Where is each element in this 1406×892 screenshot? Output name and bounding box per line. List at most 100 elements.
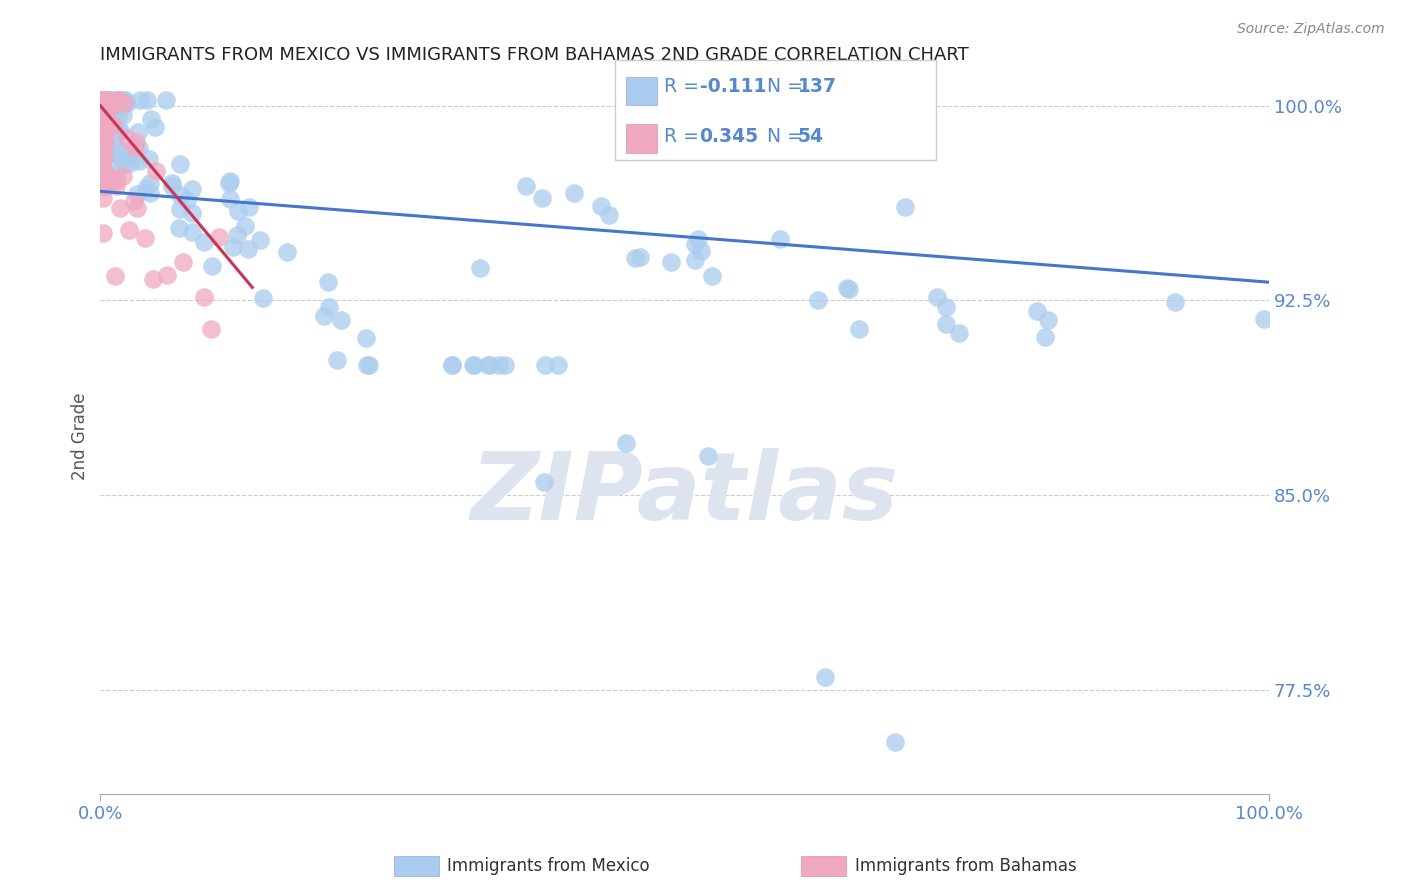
Point (628, 250, 651, 264)
Text: 137: 137 (799, 77, 837, 95)
Point (125, 202, 148, 216)
Text: Immigrants from Mexico: Immigrants from Mexico (447, 857, 650, 875)
Point (105, 172, 128, 186)
Point (100, 145, 122, 160)
Point (208, 230, 231, 244)
Point (562, 186, 585, 200)
Point (623, 252, 645, 266)
Point (97, 104, 120, 119)
Point (118, 222, 141, 236)
Point (114, 94, 136, 108)
Point (515, 178, 537, 193)
Point (598, 208, 620, 222)
Point (111, 108, 134, 122)
Point (93, 130, 115, 145)
Point (107, 94, 129, 108)
Point (193, 290, 215, 304)
Point (226, 204, 249, 219)
Point (589, 199, 612, 213)
Point (97, 122, 120, 136)
Point (354, 331, 377, 345)
Point (440, 358, 463, 372)
Point (90, 94, 112, 108)
Point (94, 119, 117, 133)
Point (117, 95, 139, 110)
Point (103, 174, 125, 188)
Point (101, 94, 124, 108)
Point (91, 191, 114, 205)
Point (111, 144, 134, 158)
Point (91, 149, 114, 163)
Point (124, 135, 146, 149)
Point (117, 131, 139, 145)
Point (93, 150, 115, 164)
Point (96, 178, 118, 193)
Point (90, 117, 112, 131)
Point (110, 94, 132, 108)
Point (167, 220, 190, 235)
Text: N =: N = (768, 77, 808, 95)
Point (172, 254, 194, 268)
Point (112, 94, 135, 108)
Text: ZIPatlas: ZIPatlas (471, 448, 898, 540)
Point (534, 358, 557, 372)
Point (93, 163, 115, 178)
Point (90, 94, 112, 108)
Point (547, 358, 569, 372)
Point (101, 118, 124, 132)
Point (104, 121, 127, 136)
Point (145, 163, 167, 178)
Point (124, 141, 146, 155)
Point (91, 94, 114, 108)
Point (314, 309, 336, 323)
Point (142, 272, 165, 286)
Point (233, 219, 256, 234)
Point (96, 168, 118, 182)
Point (93, 134, 115, 148)
Point (112, 96, 135, 111)
Point (683, 236, 706, 251)
Point (894, 200, 917, 214)
Text: R =: R = (665, 77, 706, 95)
Point (94, 124, 117, 138)
Point (104, 269, 127, 284)
Point (124, 194, 146, 209)
Point (105, 94, 128, 108)
Point (659, 255, 682, 269)
Point (91, 227, 114, 241)
Point (96, 94, 118, 108)
Point (90, 142, 112, 156)
Point (138, 186, 160, 200)
Point (93, 94, 115, 108)
Point (128, 154, 150, 169)
Text: -0.111: -0.111 (700, 77, 766, 95)
Point (105, 99, 128, 113)
Point (96, 148, 118, 162)
Text: Source: ZipAtlas.com: Source: ZipAtlas.com (1237, 22, 1385, 37)
Point (688, 232, 710, 246)
Text: IMMIGRANTS FROM MEXICO VS IMMIGRANTS FROM BAHAMAS 2ND GRADE CORRELATION CHART: IMMIGRANTS FROM MEXICO VS IMMIGRANTS FRO… (100, 46, 969, 64)
Point (463, 358, 485, 372)
Point (218, 176, 240, 190)
Point (325, 353, 347, 368)
Point (468, 260, 491, 275)
Point (221, 240, 243, 254)
Point (697, 449, 720, 463)
Point (807, 293, 830, 308)
Point (935, 300, 957, 314)
Point (104, 143, 127, 157)
Point (219, 193, 242, 207)
Point (107, 94, 129, 108)
Point (276, 245, 298, 260)
Point (94, 94, 117, 108)
Text: Immigrants from Bahamas: Immigrants from Bahamas (855, 857, 1077, 875)
Point (169, 202, 191, 216)
Point (127, 125, 149, 139)
Point (700, 268, 723, 283)
Point (814, 670, 837, 684)
Point (107, 108, 129, 122)
Point (769, 232, 792, 246)
Point (94, 171, 117, 186)
Point (93, 94, 115, 108)
Point (108, 122, 131, 136)
